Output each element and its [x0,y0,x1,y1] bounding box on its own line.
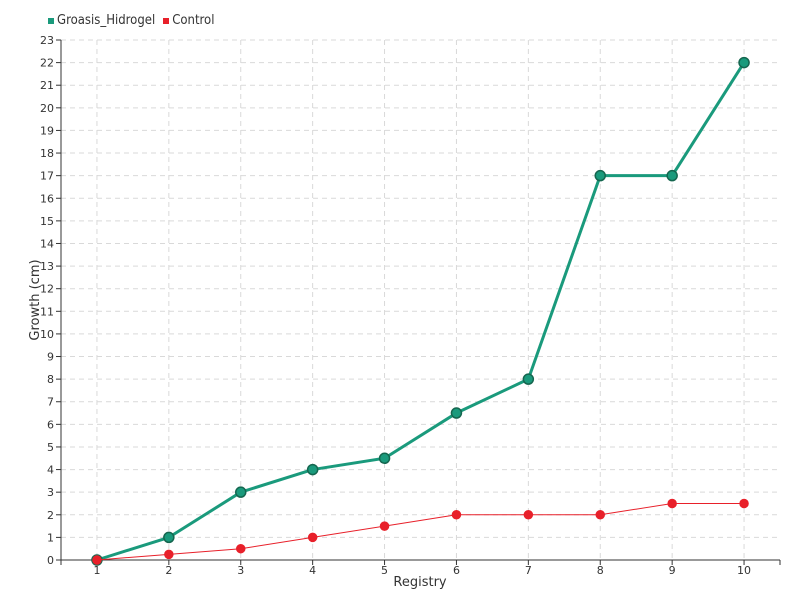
data-point-control[interactable] [92,555,102,565]
series-layer [91,56,750,566]
y-tick-label: 8 [47,373,54,386]
data-point-groasis[interactable] [522,373,535,385]
y-tick-label: 13 [40,260,54,273]
data-point-control[interactable] [595,510,605,520]
legend-item-groasis[interactable]: Groasis_Hidrogel [48,13,155,28]
x-tick-label: 5 [381,564,388,577]
x-tick-label: 7 [525,564,532,577]
series-line-control [96,502,745,561]
y-tick-label: 10 [40,328,54,341]
legend-swatch-groasis [48,17,54,24]
x-tick-label: 1 [93,564,100,577]
x-tick-label: 9 [669,564,676,577]
y-tick-label: 7 [47,396,54,409]
data-point-control[interactable] [739,498,749,509]
y-tick-label: 21 [40,79,54,92]
data-point-groasis[interactable] [306,463,319,476]
y-tick-label: 22 [40,57,54,70]
legend-item-control[interactable]: Control [163,13,214,28]
y-tick-label: 4 [47,464,54,477]
x-tick-label: 4 [309,564,316,577]
y-tick-label: 14 [40,237,54,250]
data-point-groasis[interactable] [666,169,678,182]
data-point-control[interactable] [523,510,534,520]
y-tick-label: 12 [40,283,54,296]
x-tick-label: 6 [453,564,460,577]
data-point-groasis[interactable] [235,486,247,498]
y-tick-label: 17 [40,170,54,183]
y-tick-label: 23 [40,34,54,47]
y-tick-label: 15 [40,215,54,228]
x-tick-label: 8 [597,564,604,577]
legend-label-control: Control [172,13,215,28]
y-tick-label: 2 [47,509,54,522]
data-point-groasis[interactable] [378,452,391,465]
data-point-groasis[interactable] [738,56,750,69]
grid-lines [61,39,780,560]
y-tick-label: 3 [47,486,54,499]
x-tick-label: 10 [737,564,751,577]
y-tick-label: 6 [47,418,54,431]
y-tick-label: 5 [47,441,54,454]
legend-label-groasis: Groasis_Hidrogel [57,13,156,28]
y-axis-label: Growth (cm) [28,259,43,340]
legend-swatch-control [163,17,170,24]
x-tick-label: 2 [165,564,172,577]
y-tick-label: 16 [40,192,54,205]
data-point-control[interactable] [307,532,318,543]
y-tick-label: 19 [40,124,54,137]
data-point-control[interactable] [164,549,174,560]
y-tick-label: 20 [40,102,54,115]
y-tick-label: 1 [47,531,54,544]
chart-legend: Groasis_Hidrogel Control [48,13,214,28]
x-axis-ticks: 1 2 3 4 5 6 7 8 9 10 [60,560,781,577]
series-line-groasis [96,61,746,562]
data-point-control[interactable] [379,521,390,531]
x-axis-label: Registry [393,575,447,590]
axes [60,40,780,561]
data-point-groasis[interactable] [594,169,606,182]
x-tick-label: 3 [237,564,244,577]
y-tick-label: 18 [40,147,54,160]
data-point-groasis[interactable] [163,531,175,544]
y-tick-label: 9 [47,351,54,364]
data-point-control[interactable] [236,543,246,554]
y-tick-label: 0 [47,554,54,567]
y-tick-label: 11 [40,305,54,318]
data-point-control[interactable] [451,510,462,520]
data-point-control[interactable] [667,498,677,509]
data-point-groasis[interactable] [450,407,463,419]
